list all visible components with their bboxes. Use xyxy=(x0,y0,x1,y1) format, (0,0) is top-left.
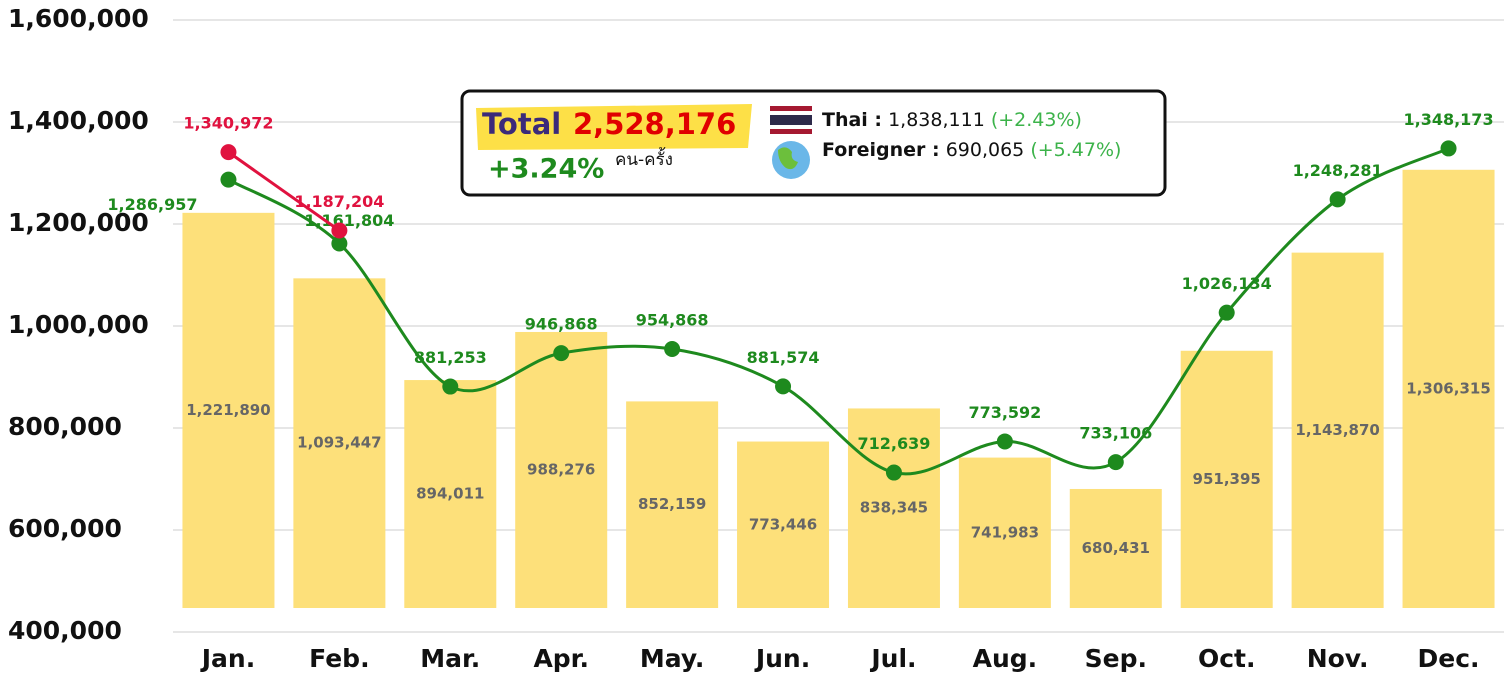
x-tick-label: Feb. xyxy=(309,644,369,673)
bar-label: 894,011 xyxy=(416,485,484,503)
total-value: 2,528,176 xyxy=(573,107,736,141)
point-label: 733,106 xyxy=(1079,424,1152,443)
annotation-box: Total 2,528,176 +3.24% คน-ครั้ง Thai : 1… xyxy=(460,89,1167,197)
bar-label: 988,276 xyxy=(527,460,595,478)
bar xyxy=(1180,350,1273,608)
point-label: 1,348,173 xyxy=(1403,110,1493,129)
y-tick-label: 600,000 xyxy=(8,514,122,543)
total-label: Total xyxy=(482,107,561,141)
bar xyxy=(737,441,830,608)
y-tick-label: 1,000,000 xyxy=(8,310,149,339)
point xyxy=(331,235,348,252)
x-tick-label: Jan. xyxy=(200,644,255,673)
foreign-change: (+5.47%) xyxy=(1030,139,1121,161)
point-label: 881,574 xyxy=(747,348,820,367)
point xyxy=(996,433,1013,450)
bar-label: 680,431 xyxy=(1082,539,1150,557)
bar-label: 1,143,870 xyxy=(1295,421,1379,439)
x-tick-label: May. xyxy=(640,644,704,673)
point xyxy=(664,341,681,358)
y-tick-label: 1,400,000 xyxy=(8,106,149,135)
point xyxy=(331,222,348,239)
x-tick-label: Mar. xyxy=(420,644,480,673)
x-tick-label: Oct. xyxy=(1198,644,1256,673)
point xyxy=(442,378,459,395)
foreign-value: 690,065 xyxy=(946,139,1025,161)
x-tick-label: Apr. xyxy=(533,644,589,673)
thai-text: Thai : 1,838,111 (+2.43%) xyxy=(822,109,1082,131)
bar xyxy=(958,457,1051,608)
foreign-text: Foreigner : 690,065 (+5.47%) xyxy=(822,139,1121,161)
bar-label: 951,395 xyxy=(1193,470,1261,488)
point xyxy=(885,464,902,481)
line xyxy=(227,147,1450,476)
y-tick-label: 1,200,000 xyxy=(8,208,149,237)
bar xyxy=(1291,252,1384,609)
point-label: 1,286,957 xyxy=(107,195,197,214)
bar xyxy=(1069,488,1162,608)
thai-change: (+2.43%) xyxy=(991,109,1082,131)
point xyxy=(1218,304,1235,321)
x-tick-label: Sep. xyxy=(1085,644,1147,673)
x-tick-label: Jun. xyxy=(754,644,810,673)
total-change: +3.24% xyxy=(488,154,604,185)
y-tick-label: 400,000 xyxy=(8,616,122,645)
point-label: 1,248,281 xyxy=(1293,161,1383,180)
point-label: 1,340,972 xyxy=(183,114,273,133)
point-label: 712,639 xyxy=(858,434,931,453)
point xyxy=(1329,191,1346,208)
globe-land xyxy=(778,147,798,170)
bar xyxy=(293,278,386,608)
foreign-label: Foreigner : xyxy=(822,139,940,161)
point-label: 954,868 xyxy=(636,311,709,330)
point xyxy=(553,345,570,362)
bar xyxy=(182,212,275,608)
bar xyxy=(1402,169,1495,608)
point-label: 773,592 xyxy=(968,403,1041,422)
bar xyxy=(515,331,608,608)
bar xyxy=(847,408,940,608)
bar xyxy=(404,380,497,608)
point xyxy=(1440,140,1457,157)
point-label: 1,161,804 xyxy=(304,211,394,230)
point-label: 946,868 xyxy=(525,315,598,334)
bar-label: 1,306,315 xyxy=(1406,379,1490,397)
line xyxy=(227,150,341,232)
bar xyxy=(626,401,719,608)
point xyxy=(775,378,792,395)
thai-label: Thai : xyxy=(822,109,882,131)
x-tick-label: Dec. xyxy=(1418,644,1480,673)
thai-flag xyxy=(770,106,812,134)
thai-value: 1,838,111 xyxy=(888,109,985,131)
bar-label: 741,983 xyxy=(971,523,1039,541)
point xyxy=(220,144,237,161)
bar-label: 852,159 xyxy=(638,495,706,513)
y-tick-label: 800,000 xyxy=(8,412,122,441)
bar-label: 838,345 xyxy=(860,499,928,517)
x-tick-label: Nov. xyxy=(1307,644,1369,673)
point-label: 1,026,134 xyxy=(1182,274,1272,293)
bar-label: 1,093,447 xyxy=(297,434,381,452)
point xyxy=(220,171,237,188)
bar-label: 773,446 xyxy=(749,515,817,533)
point-label: 881,253 xyxy=(414,348,487,367)
bar-label: 1,221,890 xyxy=(186,401,270,419)
y-tick-label: 1,600,000 xyxy=(8,4,149,33)
unit: คน-ครั้ง xyxy=(615,147,673,170)
x-tick-label: Aug. xyxy=(973,644,1038,673)
x-tick-label: Jul. xyxy=(869,644,916,673)
point-label: 1,187,204 xyxy=(294,192,384,211)
point xyxy=(1107,454,1124,471)
highlight xyxy=(476,104,752,150)
